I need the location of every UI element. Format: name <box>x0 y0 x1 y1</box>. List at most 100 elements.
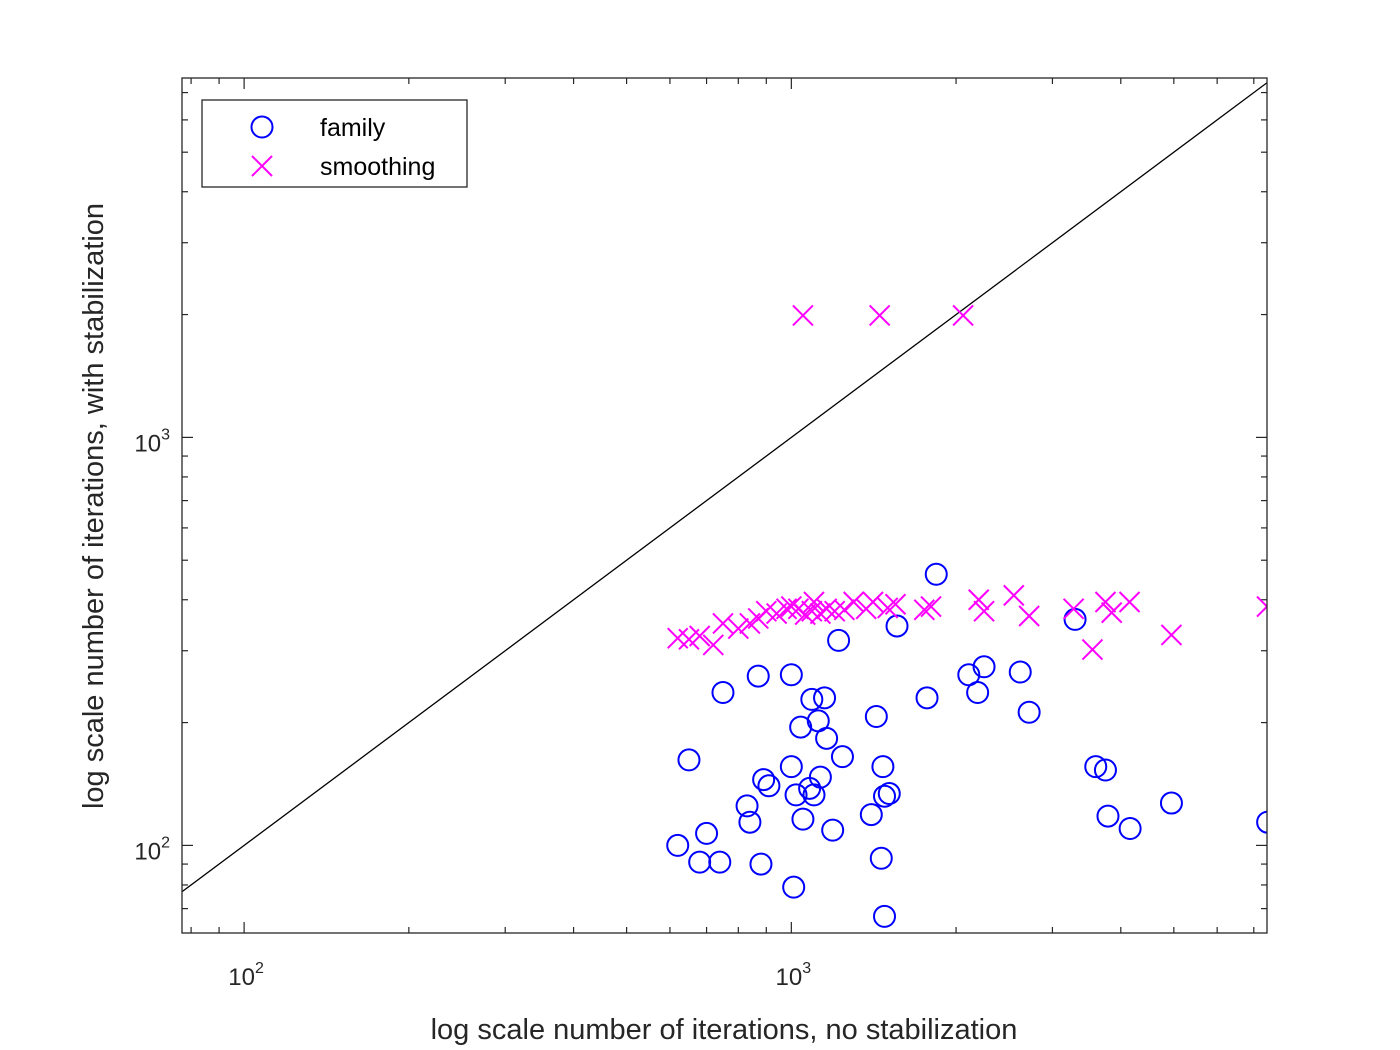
smoothing-point-stroke <box>968 589 990 611</box>
minor-ticks <box>182 78 1267 933</box>
smoothing-point-stroke <box>842 591 865 613</box>
y-axis-label: log scale number of iterations, with sta… <box>78 203 110 809</box>
y-tick-label-exponent: 2 <box>161 834 170 851</box>
family-point <box>871 755 895 779</box>
smoothing-point-stroke <box>702 634 724 656</box>
smoothing-point-stroke <box>727 617 750 640</box>
smoothing-point-stroke <box>803 591 825 613</box>
smoothing-point <box>1003 584 1025 607</box>
smoothing-point <box>1081 638 1104 661</box>
legend-smoothing-label: smoothing <box>320 153 435 181</box>
legend-entry-smoothing: smoothing <box>251 153 435 181</box>
smoothing-point-stroke <box>1094 591 1117 613</box>
smoothing-point <box>1062 598 1085 620</box>
family-point <box>738 810 762 834</box>
smoothing-point-stroke <box>1160 624 1183 646</box>
legend: family smoothing <box>201 99 468 188</box>
family-point <box>708 850 732 874</box>
smoothing-point-stroke <box>952 304 974 327</box>
smoothing-point-stroke <box>1256 605 1267 618</box>
smoothing-point-stroke <box>868 304 891 327</box>
smoothing-point <box>702 634 724 656</box>
family-point <box>1159 791 1183 815</box>
smoothing-point-stroke <box>775 598 798 620</box>
family-point <box>869 846 893 870</box>
legend-box <box>201 99 468 188</box>
family-point <box>749 852 773 876</box>
smoothing-point-stroke <box>920 595 942 618</box>
family-point <box>746 664 770 688</box>
family-point <box>666 833 690 857</box>
major-ticks <box>182 78 1267 933</box>
series-smoothing <box>667 304 1267 661</box>
x-tick-labels: 102 103 <box>228 960 811 991</box>
family-point <box>757 774 781 798</box>
legend-entry-family: family <box>250 114 386 142</box>
family-point <box>815 726 839 750</box>
family-point <box>752 768 776 792</box>
smoothing-point <box>862 591 884 613</box>
smoothing-point-stroke <box>1256 595 1267 608</box>
family-point <box>779 663 803 687</box>
family-point <box>1118 817 1142 841</box>
smoothing-point <box>815 598 838 620</box>
smoothing-point-stroke <box>884 593 907 615</box>
x-tick-label-base: 10 <box>776 964 803 991</box>
family-point <box>784 783 808 807</box>
smoothing-point <box>913 599 936 621</box>
family-point <box>966 681 990 705</box>
family-point <box>877 782 901 806</box>
family-point <box>972 655 996 679</box>
x-tick-label-base: 10 <box>228 964 255 991</box>
smoothing-point <box>1094 591 1117 613</box>
smoothing-point-stroke <box>876 597 899 619</box>
x-tick-label-exponent: 3 <box>802 960 811 977</box>
smoothing-point-stroke <box>794 603 816 626</box>
legend-family-marker <box>250 115 274 139</box>
plot-frame <box>181 77 1268 934</box>
smoothing-point-stroke <box>809 602 832 625</box>
y-tick-label-base: 10 <box>134 838 161 865</box>
family-point <box>1256 810 1267 834</box>
family-point <box>1084 755 1108 779</box>
smoothing-point-stroke <box>862 591 884 613</box>
family-point <box>735 794 759 818</box>
y-tick-label-base: 10 <box>134 430 161 457</box>
identity-reference-line <box>182 82 1267 893</box>
smoothing-point-stroke <box>823 600 846 622</box>
smoothing-point <box>868 304 891 327</box>
family-point <box>864 704 888 728</box>
smoothing-point-stroke <box>833 599 856 621</box>
smoothing-point <box>952 304 974 327</box>
smoothing-point <box>803 591 825 613</box>
family-point <box>677 748 701 772</box>
legend-smoothing-marker-stroke <box>251 155 273 177</box>
y-tick-label: 102 <box>134 834 170 865</box>
smoothing-point <box>920 595 942 618</box>
family-point <box>789 715 813 739</box>
family-point <box>1017 700 1041 724</box>
smoothing-point-stroke <box>688 625 711 647</box>
smoothing-point-stroke <box>667 627 689 649</box>
smoothing-point <box>712 612 734 635</box>
smoothing-point <box>968 589 990 611</box>
plot-background <box>182 78 1267 933</box>
smoothing-point-stroke <box>780 595 803 618</box>
family-point <box>821 818 845 842</box>
family-point <box>779 755 803 779</box>
y-tick-label-exponent: 3 <box>161 426 170 443</box>
smoothing-point-stroke <box>815 598 838 620</box>
smoothing-point <box>876 597 899 619</box>
y-tick-label: 103 <box>134 426 170 457</box>
smoothing-point <box>809 602 832 625</box>
family-point <box>782 875 806 899</box>
family-point <box>711 681 735 705</box>
legend-smoothing-marker <box>251 155 273 177</box>
smoothing-point <box>1018 605 1040 627</box>
smoothing-point <box>842 591 865 613</box>
family-point <box>1008 660 1032 684</box>
smoothing-point-stroke <box>1081 638 1104 661</box>
legend-family-label: family <box>320 114 386 142</box>
smoothing-point <box>1160 624 1183 646</box>
